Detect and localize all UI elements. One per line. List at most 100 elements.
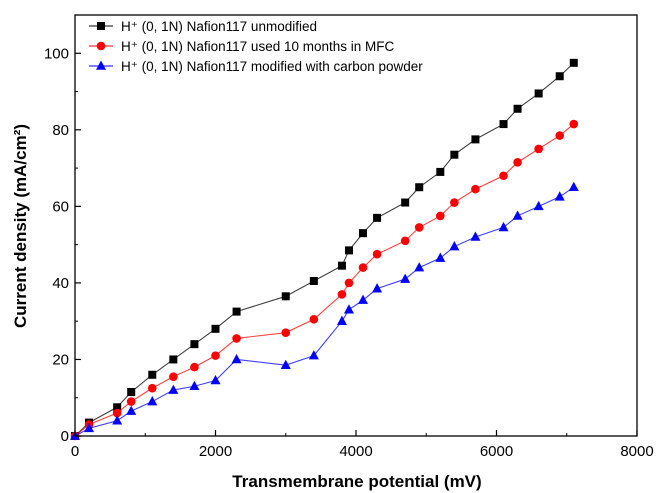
data-point [148,370,157,379]
data-point [436,167,445,176]
data-point [147,383,157,393]
data-point [127,387,136,396]
data-point [499,120,508,129]
data-point [533,200,544,211]
legend-label: H⁺ (0, 1N) Nafion117 unmodified [121,19,317,34]
legend-entry-2: H⁺ (0, 1N) Nafion117 modified with carbo… [89,59,423,74]
data-point [190,340,199,349]
legend-label: H⁺ (0, 1N) Nafion117 used 10 months in M… [121,39,394,54]
data-point [343,304,354,314]
data-point [210,375,221,385]
data-point [569,58,578,67]
data-point [344,278,354,288]
x-tick-label: 0 [71,443,79,460]
data-point [126,405,137,415]
data-point [232,307,241,316]
plot-frame [74,14,638,437]
data-point [568,181,579,192]
legend-entry-0: H⁺ (0, 1N) Nafion117 unmodified [89,19,317,34]
series-1 [70,119,579,441]
data-point [400,236,410,246]
data-point [555,131,565,140]
y-tick-label: 60 [52,198,69,215]
data-point [513,104,522,113]
data-point [414,223,424,232]
data-point [435,252,446,262]
data-point [126,397,136,406]
data-point [189,380,200,391]
series-0 [71,58,578,440]
data-point [112,415,123,425]
legend-marker [96,41,106,51]
data-point [211,351,220,360]
x-tick-label: 2000 [199,443,232,460]
data-point [336,315,347,325]
data-point [211,324,220,333]
legend: H⁺ (0, 1N) Nafion117 unmodified H⁺ (0, 1N… [89,19,423,74]
data-point [513,158,522,167]
data-point [309,276,318,285]
data-point [169,355,178,364]
data-point [471,135,480,144]
data-point [534,89,543,98]
legend-label: H⁺ (0, 1N) Nafion117 modified with carbo… [121,59,423,74]
y-axis-title: Current density (mA/cm²) [11,124,30,328]
data-point [231,353,242,364]
data-point [512,210,523,220]
y-tick-label: 0 [61,428,69,445]
legend-marker [97,22,105,30]
data-point [113,403,122,412]
data-point [471,184,480,194]
data-point [359,229,368,238]
data-point [414,262,425,272]
data-point [281,292,290,301]
y-tick-label: 40 [52,275,69,292]
data-point [147,396,158,406]
data-point [498,221,509,232]
data-point [169,372,178,381]
data-point [450,150,459,159]
data-point [400,273,411,283]
y-tick-label: 100 [44,45,69,62]
data-point [344,246,353,255]
x-tick-label: 8000 [620,443,653,460]
data-point [436,211,445,221]
data-point [358,294,369,304]
series-line [74,62,575,437]
data-point [554,191,565,201]
data-point [337,290,347,299]
data-point [470,231,481,241]
data-point [309,314,319,324]
series-2 [70,181,579,440]
y-tick-label: 20 [52,351,69,368]
axes-layer: 0 2000 4000 6000 8000 0 20 40 60 80 100 [44,14,654,460]
data-point [337,261,346,270]
data-point [168,384,179,394]
data-point [190,362,199,372]
data-point [281,328,291,337]
data-point [372,249,382,259]
data-point [499,171,508,181]
data-point [280,359,291,369]
data-point [372,283,383,293]
x-tick-label: 6000 [480,443,513,460]
y-tick-label: 80 [52,122,69,139]
data-point [534,144,543,154]
data-point [555,72,564,81]
x-axis-title: Transmembrane potential (mV) [232,472,481,491]
data-point [308,350,319,360]
data-point [373,213,382,222]
data-point [450,198,459,207]
legend-entry-1: H⁺ (0, 1N) Nafion117 used 10 months in M… [89,39,394,54]
data-point [84,422,95,433]
series-line [74,186,575,437]
data-point [232,334,241,343]
data-point [415,183,424,192]
legend-marker [96,60,106,70]
data-point [358,263,368,272]
x-tick-label: 4000 [339,443,372,460]
data-point [112,408,122,418]
data-point [449,241,460,251]
series-layer [70,58,579,441]
